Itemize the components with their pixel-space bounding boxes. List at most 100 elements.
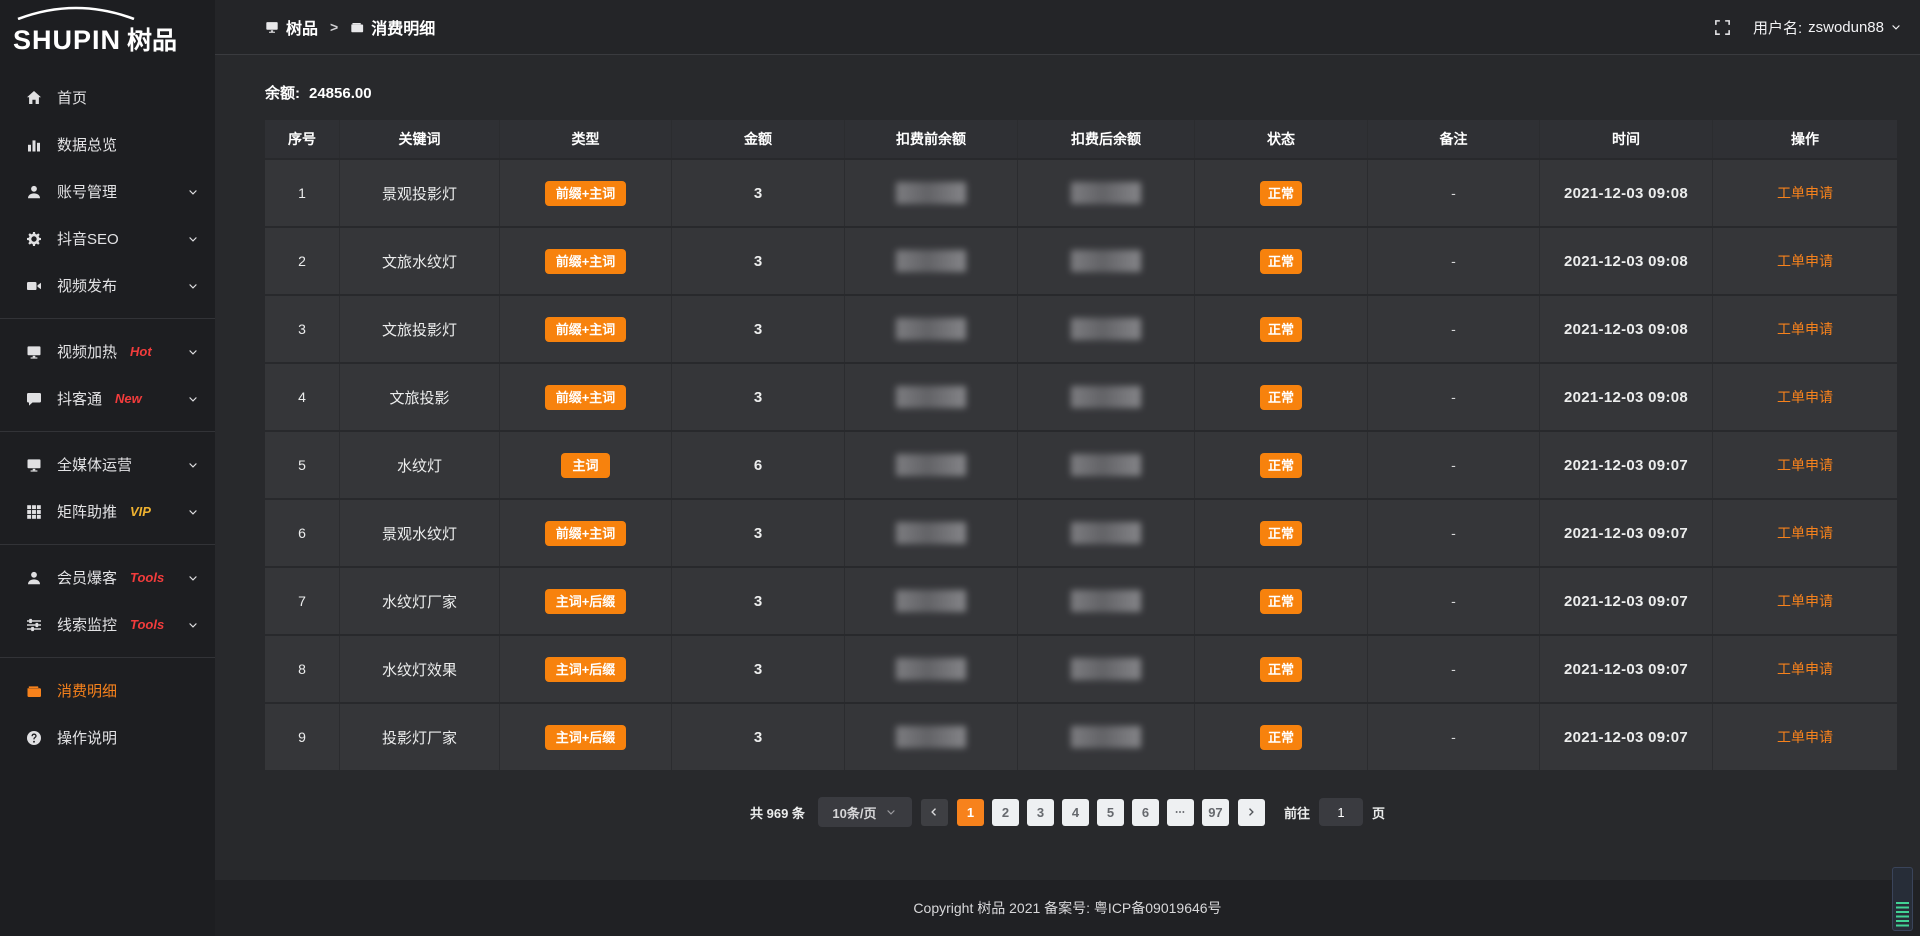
sidebar-item-label: 数据总览 bbox=[57, 137, 118, 154]
page-button-3[interactable]: 3 bbox=[1026, 798, 1054, 826]
page-button-5[interactable]: 5 bbox=[1096, 798, 1124, 826]
sidebar-item-label: 操作说明 bbox=[57, 730, 118, 747]
cell-amount: 3 bbox=[672, 364, 845, 430]
page-button-1[interactable]: 1 bbox=[956, 798, 984, 826]
cell-balance-before bbox=[845, 228, 1018, 294]
cell-index: 2 bbox=[265, 228, 340, 294]
fullscreen-icon[interactable] bbox=[1714, 19, 1731, 36]
cell-index: 9 bbox=[265, 704, 340, 770]
sidebar-item-video-heating[interactable]: 视频加热 Hot bbox=[0, 328, 215, 375]
cell-keyword: 文旅投影灯 bbox=[340, 296, 500, 362]
work-order-link[interactable]: 工单申请 bbox=[1777, 593, 1833, 609]
floating-widget[interactable] bbox=[1892, 867, 1913, 931]
sidebar-divider bbox=[0, 431, 215, 432]
breadcrumb-separator: > bbox=[330, 19, 339, 35]
redacted-value bbox=[896, 454, 966, 476]
sidebar-item-tag: New bbox=[115, 391, 142, 406]
more-pages-button[interactable] bbox=[1166, 798, 1194, 826]
user-menu[interactable]: 用户名: zswodun88 bbox=[1753, 17, 1902, 38]
chevron-down-icon bbox=[187, 619, 199, 631]
main-content: 树品 > 消费明细 用户名: zswodun88 余额: 24856.00 bbox=[215, 0, 1920, 936]
page-size-select[interactable]: 10条/页 bbox=[817, 797, 912, 827]
sidebar-item-clue-monitor[interactable]: 线索监控 Tools bbox=[0, 601, 215, 648]
cell-status: 正常 bbox=[1195, 704, 1368, 770]
sidebar-item-douyin-seo[interactable]: 抖音SEO bbox=[0, 215, 215, 262]
sidebar-item-data-overview[interactable]: 数据总览 bbox=[0, 121, 215, 168]
sidebar-item-tag: Hot bbox=[130, 344, 152, 359]
work-order-link[interactable]: 工单申请 bbox=[1777, 525, 1833, 541]
prev-page-button[interactable] bbox=[920, 798, 948, 826]
gear-icon bbox=[26, 231, 42, 247]
sidebar-item-label: 账号管理 bbox=[57, 184, 118, 201]
cell-keyword: 文旅投影 bbox=[340, 364, 500, 430]
cell-keyword: 文旅水纹灯 bbox=[340, 228, 500, 294]
page-button-4[interactable]: 4 bbox=[1061, 798, 1089, 826]
redacted-value bbox=[896, 726, 966, 748]
cell-status: 正常 bbox=[1195, 160, 1368, 226]
work-order-link[interactable]: 工单申请 bbox=[1777, 389, 1833, 405]
cell-keyword: 景观水纹灯 bbox=[340, 500, 500, 566]
copyright-text: Copyright 树品 2021 备案号: 粤ICP备09019646号 bbox=[913, 900, 1222, 916]
sidebar-item-matrix-boost[interactable]: 矩阵助推 VIP bbox=[0, 488, 215, 535]
sidebar-item-video-publish[interactable]: 视频发布 bbox=[0, 262, 215, 309]
page-button-97[interactable]: 97 bbox=[1201, 798, 1229, 826]
work-order-link[interactable]: 工单申请 bbox=[1777, 253, 1833, 269]
cell-action: 工单申请 bbox=[1713, 704, 1897, 770]
cell-time: 2021-12-03 09:08 bbox=[1540, 160, 1713, 226]
type-badge: 前缀+主词 bbox=[544, 248, 627, 274]
sidebar-item-douketong[interactable]: 抖客通 New bbox=[0, 375, 215, 422]
work-order-link[interactable]: 工单申请 bbox=[1777, 661, 1833, 677]
breadcrumb-item-home[interactable]: 树品 bbox=[265, 15, 318, 39]
consumption-table: 序号 关键词 类型 金额 扣费前余额 扣费后余额 状态 备注 时间 操作 1 景观投影灯 前缀+主词 3… bbox=[265, 120, 1897, 770]
sidebar-item-label: 全媒体运营 bbox=[57, 457, 133, 474]
sidebar-item-label: 抖音SEO bbox=[57, 231, 119, 248]
goto-page-input[interactable] bbox=[1318, 798, 1363, 826]
cell-type: 前缀+主词 bbox=[500, 296, 672, 362]
topbar: 树品 > 消费明细 用户名: zswodun88 bbox=[215, 0, 1920, 55]
table-row: 7 水纹灯厂家 主词+后缀 3 正常 -2021-12-03 09:07 工单申请 bbox=[265, 568, 1897, 634]
table-row: 1 景观投影灯 前缀+主词 3 正常 -2021-12-03 09:08 工单申请 bbox=[265, 160, 1897, 226]
work-order-link[interactable]: 工单申请 bbox=[1777, 729, 1833, 745]
sidebar-item-consumption-detail[interactable]: 消费明细 bbox=[0, 667, 215, 714]
cell-balance-after bbox=[1018, 364, 1195, 430]
page-button-6[interactable]: 6 bbox=[1131, 798, 1159, 826]
type-badge: 主词+后缀 bbox=[544, 656, 627, 682]
sidebar-item-instructions[interactable]: 操作说明 bbox=[0, 714, 215, 761]
cell-status: 正常 bbox=[1195, 228, 1368, 294]
next-page-button[interactable] bbox=[1237, 798, 1265, 826]
username-value: zswodun88 bbox=[1808, 18, 1884, 36]
work-order-link[interactable]: 工单申请 bbox=[1777, 185, 1833, 201]
column-header: 关键词 bbox=[340, 120, 500, 158]
cell-time: 2021-12-03 09:07 bbox=[1540, 432, 1713, 498]
monitor-icon bbox=[26, 457, 42, 473]
cell-note: - bbox=[1368, 160, 1540, 226]
work-order-link[interactable]: 工单申请 bbox=[1777, 457, 1833, 473]
work-order-link[interactable]: 工单申请 bbox=[1777, 321, 1833, 337]
redacted-value bbox=[896, 522, 966, 544]
breadcrumb-item-current[interactable]: 消费明细 bbox=[350, 15, 435, 39]
cell-keyword: 水纹灯效果 bbox=[340, 636, 500, 702]
breadcrumb: 树品 > 消费明细 bbox=[265, 15, 435, 39]
status-badge: 正常 bbox=[1259, 656, 1302, 682]
monitor-icon bbox=[265, 20, 279, 34]
app-logo[interactable]: SHUPIN 树品 bbox=[0, 0, 215, 60]
page-button-2[interactable]: 2 bbox=[991, 798, 1019, 826]
redacted-value bbox=[896, 318, 966, 340]
cell-type: 主词+后缀 bbox=[500, 568, 672, 634]
chevron-down-icon bbox=[187, 186, 199, 198]
page-buttons: 1 2 3 4 5 6 97 bbox=[956, 798, 1229, 826]
sidebar-item-member-baoke[interactable]: 会员爆客 Tools bbox=[0, 554, 215, 601]
balance-label: 余额: bbox=[265, 85, 300, 102]
cell-type: 前缀+主词 bbox=[500, 364, 672, 430]
sidebar-item-home[interactable]: 首页 bbox=[0, 74, 215, 121]
wallet-icon bbox=[350, 20, 364, 34]
logo-text: SHUPIN bbox=[13, 25, 122, 55]
total-count: 共 969 条 bbox=[750, 805, 805, 821]
type-badge: 前缀+主词 bbox=[544, 384, 627, 410]
sidebar-item-account-management[interactable]: 账号管理 bbox=[0, 168, 215, 215]
sidebar-item-omni-media[interactable]: 全媒体运营 bbox=[0, 441, 215, 488]
redacted-value bbox=[1071, 318, 1141, 340]
cell-balance-before bbox=[845, 568, 1018, 634]
cell-amount: 6 bbox=[672, 432, 845, 498]
